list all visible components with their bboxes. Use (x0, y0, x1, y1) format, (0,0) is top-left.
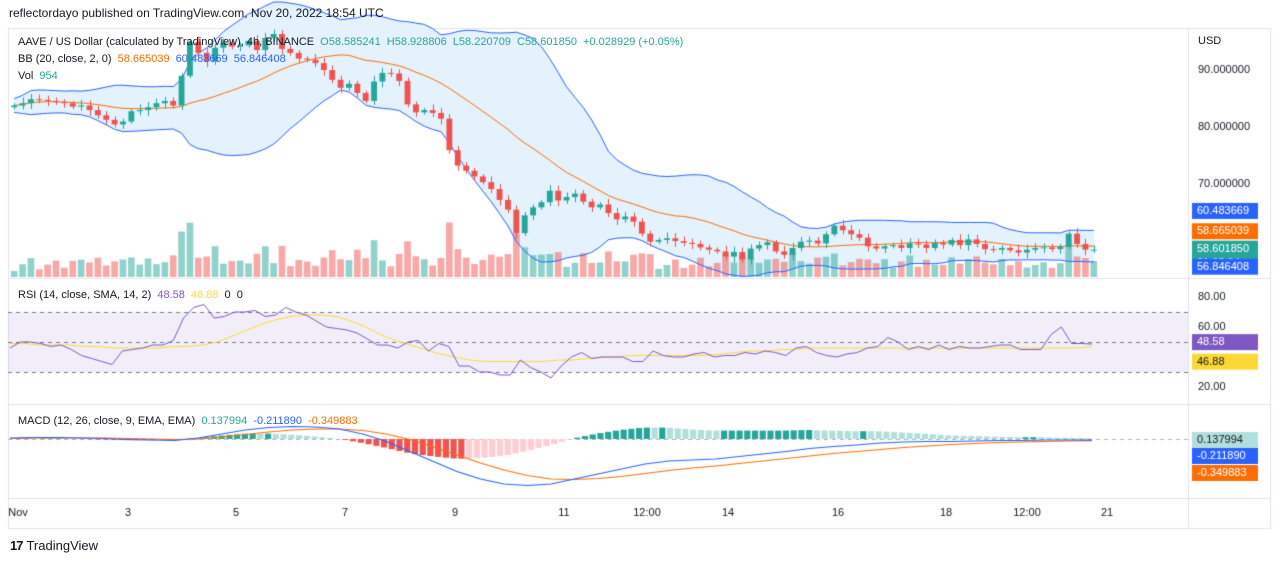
symbol-label: AAVE / US Dollar (calculated by TradingV… (18, 36, 315, 48)
vol-label: Vol (18, 70, 34, 82)
macd-legend: MACD (12, 26, close, 9, EMA, EMA) 0.1379… (18, 415, 361, 427)
bb-legend: BB (20, close, 2, 0) 58.665039 60.483669… (18, 53, 289, 65)
bb-upper-value: 60.483669 (175, 53, 228, 65)
footer-brand: 17 TradingView (10, 538, 98, 553)
change-value: +0.028929 (+0.05%) (583, 36, 684, 48)
tradingview-logo-icon: 17 (10, 538, 24, 553)
bb-label: BB (20, close, 2, 0) (18, 53, 112, 65)
publisher-header: reflectordayo published on TradingView.c… (9, 6, 384, 20)
open-value: O58.585241 (320, 36, 381, 48)
vol-legend: Vol 954 (18, 70, 61, 82)
macd-value: -0.211890 (253, 415, 303, 427)
main-legend: AAVE / US Dollar (calculated by TradingV… (18, 36, 686, 48)
brand-name: TradingView (26, 538, 99, 553)
macd-hist-value: 0.137994 (201, 415, 248, 427)
bb-lower-value: 56.846408 (233, 53, 286, 65)
rsi-sma-value: 46.88 (190, 289, 219, 301)
currency-label: USD (1198, 35, 1222, 47)
low-value: L58.220709 (452, 36, 511, 48)
rsi-legend: RSI (14, close, SMA, 14, 2) 48.58 46.88 … (18, 289, 246, 301)
rsi-zero-2: 0 (236, 289, 243, 301)
rsi-label: RSI (14, close, SMA, 14, 2) (18, 289, 152, 301)
bb-basis-value: 58.665039 (117, 53, 170, 65)
high-value: H58.928806 (386, 36, 447, 48)
rsi-value: 48.58 (157, 289, 185, 301)
close-value: C58.601850 (517, 36, 577, 48)
vol-value: 954 (39, 70, 58, 82)
macd-signal-value: -0.349883 (308, 415, 358, 427)
macd-label: MACD (12, 26, close, 9, EMA, EMA) (18, 415, 196, 427)
rsi-zero-1: 0 (224, 289, 231, 301)
